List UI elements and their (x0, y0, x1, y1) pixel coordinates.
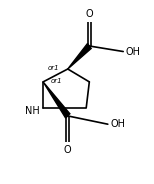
Text: O: O (64, 145, 72, 155)
Text: O: O (85, 9, 93, 19)
Polygon shape (43, 82, 70, 118)
Text: or1: or1 (51, 78, 63, 84)
Text: NH: NH (25, 106, 40, 116)
Text: or1: or1 (48, 65, 60, 71)
Text: OH: OH (126, 47, 141, 56)
Polygon shape (68, 44, 91, 69)
Text: OH: OH (110, 119, 125, 129)
